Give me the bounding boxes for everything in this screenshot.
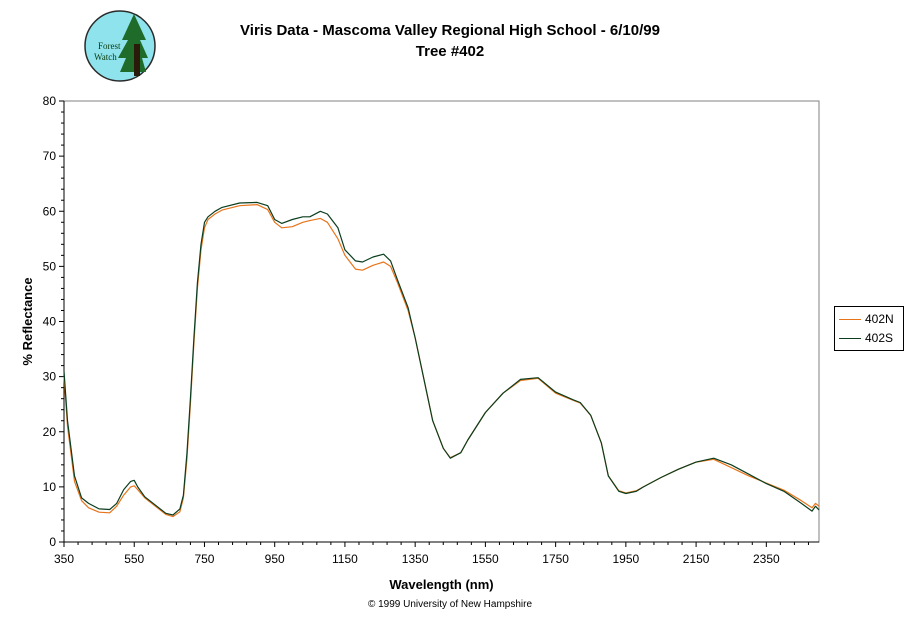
x-tick-label: 1150 bbox=[332, 552, 358, 566]
x-tick-label: 2150 bbox=[683, 552, 710, 566]
x-tick-label: 950 bbox=[265, 552, 285, 566]
copyright-text: © 1999 University of New Hampshire bbox=[367, 599, 533, 610]
legend-swatch-402N bbox=[839, 318, 861, 320]
y-tick-label: 0 bbox=[49, 535, 56, 549]
plot-area bbox=[63, 100, 820, 543]
x-tick-label: 750 bbox=[194, 552, 214, 566]
x-tick-label: 1550 bbox=[472, 552, 499, 566]
x-axis-label: Wavelength (nm) bbox=[389, 577, 493, 592]
forest-watch-logo: Forest Watch bbox=[84, 10, 156, 82]
logo-text-1: Forest bbox=[98, 41, 121, 51]
series-line-402S bbox=[63, 201, 820, 516]
x-tick-label: 1950 bbox=[613, 552, 640, 566]
y-tick-label: 10 bbox=[43, 480, 57, 494]
y-tick-label: 40 bbox=[43, 315, 57, 329]
tree-icon bbox=[118, 14, 148, 76]
y-tick-label: 60 bbox=[43, 204, 57, 218]
chart-title: Viris Data - Mascoma Valley Regional Hig… bbox=[240, 22, 660, 39]
y-axis-label: % Reflectance bbox=[20, 277, 35, 365]
series-line-402N bbox=[63, 204, 820, 518]
legend-label-402S: 402S bbox=[865, 331, 894, 345]
x-tick-label: 350 bbox=[54, 552, 74, 566]
y-tick-label: 80 bbox=[43, 94, 57, 108]
y-tick-label: 50 bbox=[43, 259, 57, 273]
legend-item-402S: 402S bbox=[839, 330, 893, 346]
legend: 402N 402S bbox=[834, 306, 904, 351]
legend-swatch-402S bbox=[839, 337, 861, 339]
y-tick-label: 30 bbox=[43, 370, 57, 384]
x-tick-label: 550 bbox=[124, 552, 144, 566]
x-tick-label: 1750 bbox=[542, 552, 569, 566]
y-tick-label: 20 bbox=[43, 425, 57, 439]
chart-subtitle: Tree #402 bbox=[415, 43, 485, 60]
x-tick-label: 2350 bbox=[753, 552, 780, 566]
logo-text-2: Watch bbox=[94, 52, 117, 62]
legend-label-402N: 402N bbox=[865, 312, 894, 326]
legend-item-402N: 402N bbox=[839, 311, 894, 327]
x-tick-label: 1350 bbox=[402, 552, 429, 566]
y-tick-label: 70 bbox=[43, 149, 57, 163]
